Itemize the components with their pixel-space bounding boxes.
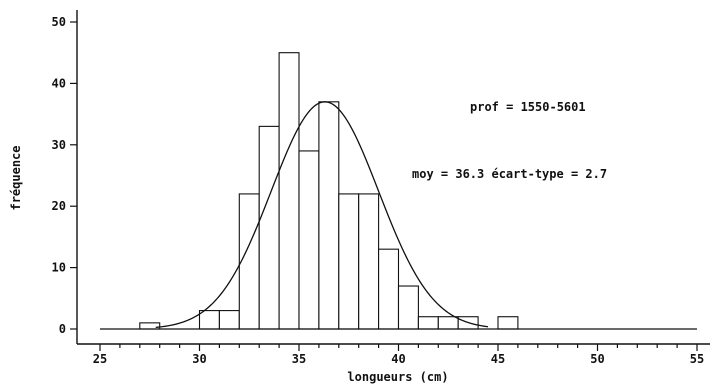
x-axis-title: longueurs (cm)	[347, 370, 448, 384]
histogram-bar	[238, 193, 260, 330]
x-tick-label: 45	[491, 352, 505, 366]
x-tick-label: 30	[192, 352, 206, 366]
histogram-bar	[318, 101, 340, 330]
x-axis-ticks: 25 30 35 40 45 50 55	[93, 344, 704, 366]
x-tick-label: 35	[292, 352, 306, 366]
histogram-bar	[218, 310, 240, 330]
histogram-bar	[358, 193, 380, 330]
histogram-bar	[497, 316, 519, 330]
x-tick-label: 40	[391, 352, 405, 366]
y-axis-title: fréquence	[9, 145, 23, 210]
histogram-bar	[338, 193, 360, 330]
histogram-bar	[437, 316, 459, 330]
y-axis-ticks: 0 10 20 30 40 50	[52, 15, 77, 336]
x-tick-label: 55	[690, 352, 704, 366]
y-tick-label: 10	[52, 261, 66, 275]
y-tick-label: 20	[52, 199, 66, 213]
y-tick-label: 0	[59, 322, 66, 336]
histogram-bar	[397, 285, 419, 330]
stats-annotation: moy = 36.3 écart-type = 2.7	[412, 167, 607, 181]
histogram-bar	[258, 125, 280, 330]
x-tick-label: 50	[590, 352, 604, 366]
depth-annotation: prof = 1550-5601	[470, 100, 586, 114]
histogram-bar	[378, 248, 400, 330]
y-tick-label: 50	[52, 15, 66, 29]
histogram-bar	[298, 150, 320, 330]
y-tick-label: 30	[52, 138, 66, 152]
bars-layer	[139, 52, 519, 330]
x-tick-label: 25	[93, 352, 107, 366]
normal-fit-curve	[155, 101, 489, 329]
y-tick-label: 40	[52, 76, 66, 90]
histogram-bar	[417, 316, 439, 330]
histogram-bar	[139, 322, 161, 330]
histogram-bar	[198, 310, 220, 330]
histogram-bar	[278, 52, 300, 330]
